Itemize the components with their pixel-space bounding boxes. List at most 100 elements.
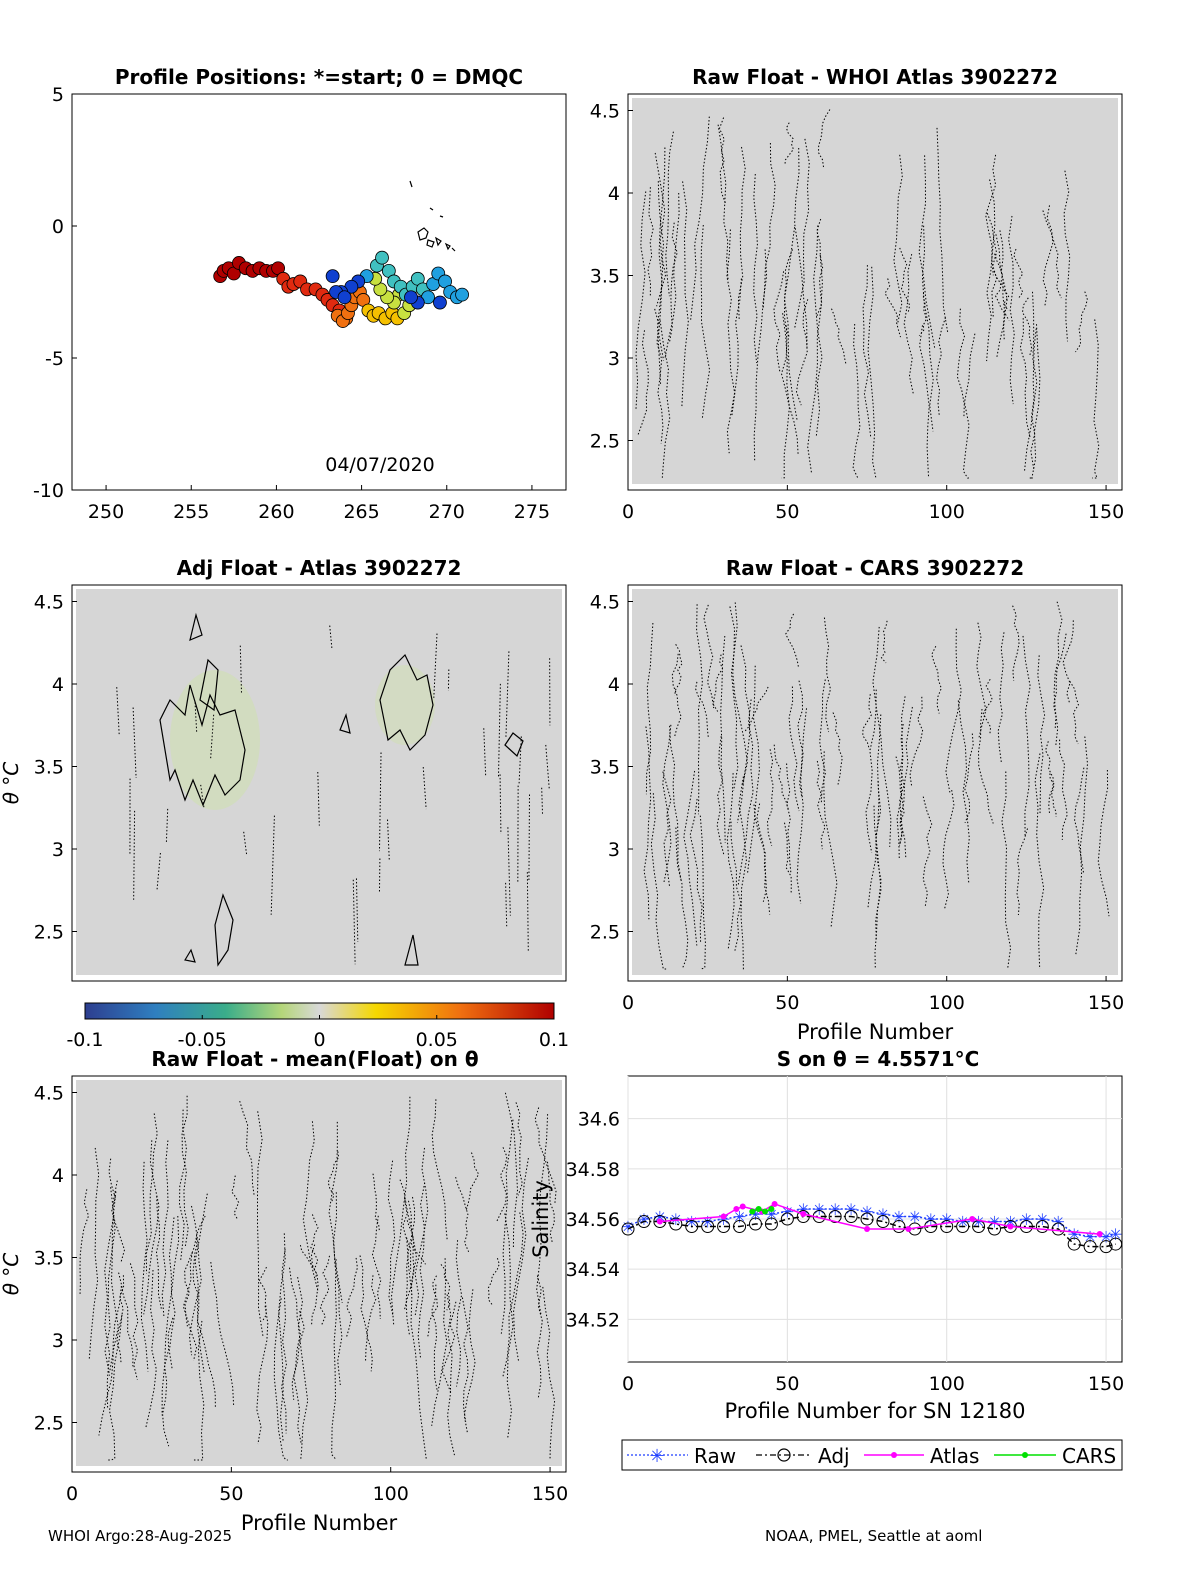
- raw-cars-x-ticks: 0 50 100 150: [622, 976, 1124, 1014]
- y-tick-label: 3: [608, 348, 620, 370]
- contour-line: [210, 714, 215, 759]
- contour-line: [656, 181, 667, 307]
- y-tick-label: -5: [45, 348, 64, 370]
- colorbar-tick-label: -0.05: [178, 1029, 227, 1051]
- x-tick-label: 0: [66, 1483, 78, 1505]
- adj-point: [733, 1220, 747, 1234]
- contour-line: [785, 613, 799, 668]
- raw-mean-field: [76, 1080, 562, 1466]
- contour-line: [487, 1258, 500, 1306]
- salinity-y-label: Salinity: [529, 1180, 553, 1258]
- contour-line: [867, 266, 877, 479]
- contour-line: [643, 726, 652, 920]
- series-line-cars: [752, 1208, 772, 1213]
- adj-atlas-green-patch: [170, 670, 260, 810]
- x-tick-label: 270: [429, 501, 465, 523]
- raw-cars-panel: Raw Float - CARS 3902272 0 50 100 150 4.5 4 3…: [590, 556, 1124, 1044]
- contour-line: [1044, 741, 1054, 815]
- contour-line: [79, 1189, 90, 1296]
- adj-point: [621, 1222, 635, 1236]
- contour-line: [1075, 736, 1089, 956]
- atlas-point: [720, 1213, 727, 1220]
- contour-line: [1016, 828, 1028, 916]
- contour-line: [786, 763, 792, 874]
- legend-cars-label: CARS: [1062, 1444, 1116, 1468]
- contour-line: [1008, 215, 1015, 405]
- footer-right: NOAA, PMEL, Seattle at aoml: [765, 1527, 983, 1545]
- contour-line: [671, 653, 682, 738]
- contour-line: [659, 320, 671, 479]
- contour-line: [289, 1267, 301, 1400]
- legend-raw-label: Raw: [694, 1444, 736, 1468]
- contour-line: [918, 155, 936, 350]
- contour-line: [507, 827, 511, 916]
- x-tick-label: 255: [173, 501, 209, 523]
- contour-line: [192, 1320, 205, 1461]
- contour-line: [1097, 769, 1110, 917]
- contour-line: [414, 1147, 429, 1317]
- contour-line: [310, 1214, 319, 1268]
- profile-marker: [337, 290, 352, 305]
- salinity-legend: ✳ Raw Adj Atlas CARS: [621, 1439, 1123, 1471]
- contour-line: [243, 831, 248, 855]
- contour-line: [766, 749, 774, 846]
- adj-point: [796, 1209, 810, 1223]
- raw-point: ✳: [1020, 1210, 1033, 1229]
- x-tick-label: 250: [88, 501, 124, 523]
- positions-profile-markers: [213, 250, 469, 328]
- contour-line: [194, 1193, 208, 1374]
- raw-point: ✳: [1036, 1210, 1049, 1229]
- raw-mean-y-ticks: 4.5 4 3.5 3 2.5: [34, 1083, 77, 1435]
- contour-line: [816, 218, 824, 317]
- adj-point: [637, 1215, 651, 1229]
- contour-line: [773, 744, 789, 810]
- atlas-point: [1096, 1231, 1103, 1238]
- adj-point: [748, 1217, 762, 1231]
- contour-line: [542, 1286, 556, 1461]
- positions-y-ticks: 5 0 -5 -10: [33, 84, 77, 502]
- profile-marker: [325, 269, 340, 284]
- adj-point: [1019, 1220, 1033, 1234]
- x-tick-label: 150: [1088, 501, 1124, 523]
- contour-line: [403, 1200, 415, 1311]
- adj-point: [1083, 1240, 1097, 1254]
- contour-line: [104, 1187, 115, 1410]
- y-tick-label: 3: [608, 839, 620, 861]
- y-tick-label: 3: [52, 1330, 64, 1352]
- contour-line: [753, 173, 758, 363]
- x-tick-label: 50: [775, 501, 799, 523]
- footer-left: WHOI Argo:28-Aug-2025: [48, 1527, 233, 1545]
- contour-line: [109, 1191, 119, 1373]
- contour-line: [406, 1220, 426, 1265]
- contour-line: [140, 1161, 149, 1372]
- contour-line: [817, 109, 831, 168]
- contour-line: [528, 794, 531, 882]
- contour-line: [875, 781, 882, 941]
- y-tick-label: 5: [52, 84, 64, 106]
- raw-atlas-contours: [635, 109, 1100, 479]
- contour-line: [813, 225, 823, 437]
- contour-line: [526, 872, 529, 952]
- colorbar-tick-label: 0: [313, 1029, 325, 1051]
- contour-line: [986, 179, 996, 362]
- contour-line: [865, 689, 877, 853]
- y-tick-label: 2.5: [34, 922, 64, 944]
- y-tick-label: 4.5: [34, 592, 64, 614]
- contour-line: [807, 254, 823, 475]
- raw-atlas-field: [632, 98, 1118, 484]
- contour-line: [957, 700, 970, 885]
- contour-line: [181, 1095, 189, 1248]
- contour-line: [378, 752, 382, 852]
- y-tick-label: 4.5: [590, 101, 620, 123]
- contour-line: [956, 308, 966, 418]
- contour-line: [156, 852, 161, 891]
- contour-line: [161, 1140, 169, 1317]
- contour-line: [726, 229, 736, 418]
- adj-point: [669, 1217, 683, 1231]
- contour-line: [355, 878, 359, 942]
- contour-line: [329, 625, 333, 649]
- adj-point: [764, 1217, 778, 1231]
- y-tick-label: 34.58: [566, 1159, 620, 1181]
- raw-mean-x-ticks: 0 50 100 150: [66, 1467, 568, 1505]
- contour-line: [143, 1140, 160, 1315]
